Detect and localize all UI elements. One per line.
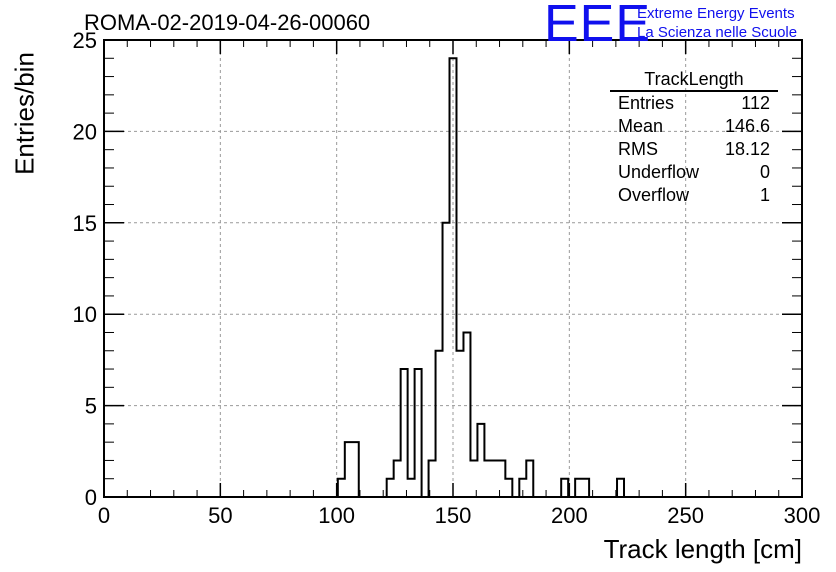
y-tick-label: 15 [73,211,97,236]
stats-row-mean: Mean 146.6 [610,115,778,138]
eee-logo: EEE [544,0,652,53]
histogram-bin [352,442,359,497]
histogram-bin [582,479,589,497]
histogram-bin [561,479,568,497]
histogram-bin [456,351,463,497]
histogram-bin [436,351,443,497]
stats-label: RMS [618,139,658,159]
y-tick-label: 10 [73,302,97,327]
stats-label: Overflow [618,185,690,205]
x-tick-label: 100 [318,503,355,528]
histogram-bars [338,58,624,497]
stats-box: TrackLength Entries 112 Mean 146.6 RMS 1… [610,68,778,207]
histogram-bin [338,479,345,497]
axis-ticks [103,39,803,498]
x-tick-label: 50 [208,503,232,528]
plot-frame [103,39,803,498]
histogram-bin [575,479,582,497]
logo-caption-line2: La Scienza nelle Scuole [637,24,798,41]
histogram-bin [401,369,408,497]
x-tick-label: 250 [667,503,704,528]
y-tick-label: 25 [73,28,97,53]
histogram-bin [387,479,394,497]
stats-value: 0 [759,162,770,182]
logo-caption: Extreme Energy Events La Scienza nelle S… [637,4,797,42]
stats-label: Entries [618,93,675,113]
histogram-bin [345,442,352,497]
stats-row-rms: RMS 18.12 [610,138,778,161]
stats-row-overflow: Overflow 1 [610,184,778,207]
x-tick-label: 300 [784,503,821,528]
histogram-bin [617,479,624,497]
stats-row-underflow: Underflow 0 [610,161,778,184]
stats-title: TrackLength [610,68,778,92]
x-tick-label: 0 [98,503,110,528]
histogram-bin [491,460,498,497]
histogram-bin [526,460,533,497]
stats-row-entries: Entries 112 [610,92,778,115]
stats-value: 146.6 [724,116,770,136]
y-axis-label: Entries/bin [9,52,40,175]
histogram-bin [477,424,484,497]
histogram-bin [484,460,491,497]
y-tick-label: 5 [85,394,97,419]
histogram-bin [505,479,512,497]
histogram-outline [336,57,626,498]
stats-value: 1 [759,185,770,205]
logo-caption-line1: Extreme Energy Events [637,5,795,22]
plot-title: ROMA-02-2019-04-26-00060 [84,10,371,35]
stats-value: 112 [741,93,770,113]
x-tick-label: 200 [551,503,588,528]
y-tick-label: 0 [85,485,97,510]
y-tick-label: 20 [73,119,97,144]
x-axis-label: Track length [cm] [603,534,802,564]
histogram-bin [394,460,401,497]
histogram-bin [408,479,415,497]
histogram-bin [463,332,470,497]
x-tick-label: 150 [435,503,472,528]
histogram-bin [415,369,422,497]
stats-label: Mean [618,116,664,136]
grid-lines [104,40,802,497]
stats-value: 18.12 [724,139,770,159]
histogram-bin [443,223,450,497]
stats-label: Underflow [618,162,700,182]
